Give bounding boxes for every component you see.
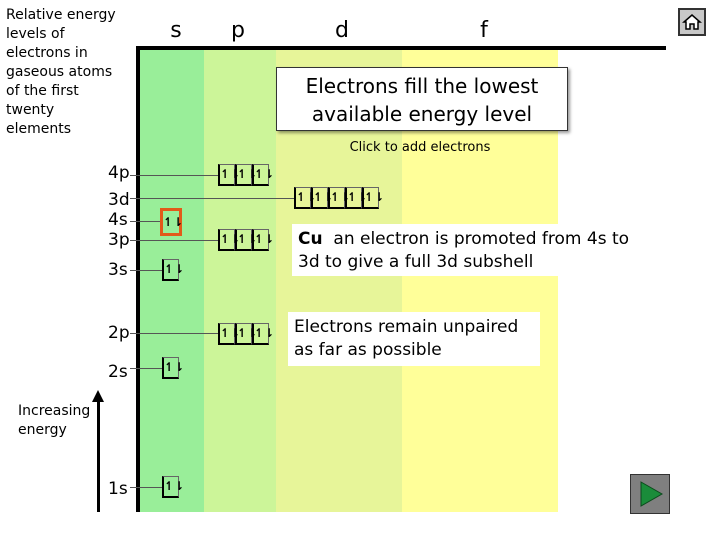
header-p: p [231, 18, 245, 43]
level-label-1s: 1s [108, 479, 128, 499]
header-s: s [170, 18, 182, 43]
connector-3p [130, 240, 218, 241]
next-button[interactable] [630, 474, 670, 514]
connector-1s [130, 487, 162, 488]
orbital-4p-3[interactable]: ↿⇂ [252, 164, 274, 186]
slide-title: Relative energy levels of electrons in g… [6, 7, 116, 137]
play-arrow-icon [640, 481, 664, 507]
orbital-1s[interactable]: ↿⇂ [162, 476, 184, 498]
level-label-4p: 4p [108, 163, 130, 183]
orbital-2p-3[interactable]: ↿⇂ [252, 323, 274, 345]
level-label-2p: 2p [108, 323, 130, 343]
level-label-2s: 2s [108, 362, 128, 382]
orbital-3p-2[interactable]: ↿⇂ [235, 229, 257, 251]
level-label-3p: 3p [108, 230, 130, 250]
lowest-level-callout: Electrons fill the lowest available ener… [276, 67, 568, 131]
home-button[interactable] [678, 8, 706, 36]
orbital-3d-4[interactable]: ↿⇂ [345, 187, 367, 209]
orbital-3p-3[interactable]: ↿⇂ [252, 229, 274, 251]
orbital-2p-2[interactable]: ↿⇂ [235, 323, 257, 345]
level-label-4s: 4s [108, 210, 128, 230]
p-block-column [204, 50, 276, 512]
s-block-column [140, 50, 204, 512]
connector-2p [130, 333, 218, 334]
orbital-4s-highlighted[interactable]: ↿⇂ [160, 208, 183, 236]
energy-arrow-shaft [97, 400, 100, 512]
header-f: f [480, 18, 488, 43]
orbital-3d-5[interactable]: ↿⇂ [362, 187, 384, 209]
orbital-2s[interactable]: ↿⇂ [162, 357, 184, 379]
unpaired-note: Electrons remain unpaired as far as poss… [288, 312, 540, 366]
energy-arrow-head [92, 390, 104, 402]
header-axis-line [136, 46, 666, 50]
level-label-3s: 3s [108, 260, 128, 280]
orbital-3d-2[interactable]: ↿⇂ [311, 187, 333, 209]
orbital-3d-3[interactable]: ↿⇂ [328, 187, 350, 209]
level-label-3d: 3d [108, 190, 130, 210]
connector-4s [130, 221, 160, 222]
connector-2s [130, 368, 162, 369]
energy-axis-line [136, 48, 140, 512]
connector-3s [130, 270, 162, 271]
orbital-4p-1[interactable]: ↿⇂ [218, 164, 240, 186]
orbital-4p-2[interactable]: ↿⇂ [235, 164, 257, 186]
copper-note-text: an electron is promoted from 4s to 3d to… [298, 229, 630, 272]
orbital-3s[interactable]: ↿⇂ [162, 259, 184, 281]
copper-note-bold: Cu [298, 229, 323, 249]
connector-4p [130, 175, 218, 176]
home-icon [682, 14, 702, 30]
orbital-2p-1[interactable]: ↿⇂ [218, 323, 240, 345]
header-d: d [335, 18, 349, 43]
connector-3d [130, 198, 294, 199]
copper-note: Cu an electron is promoted from 4s to 3d… [292, 224, 656, 276]
orbital-3p-1[interactable]: ↿⇂ [218, 229, 240, 251]
click-to-add-hint[interactable]: Click to add electrons [349, 140, 491, 155]
energy-axis-label: Increasing energy [18, 403, 91, 438]
orbital-3d-1[interactable]: ↿⇂ [294, 187, 316, 209]
